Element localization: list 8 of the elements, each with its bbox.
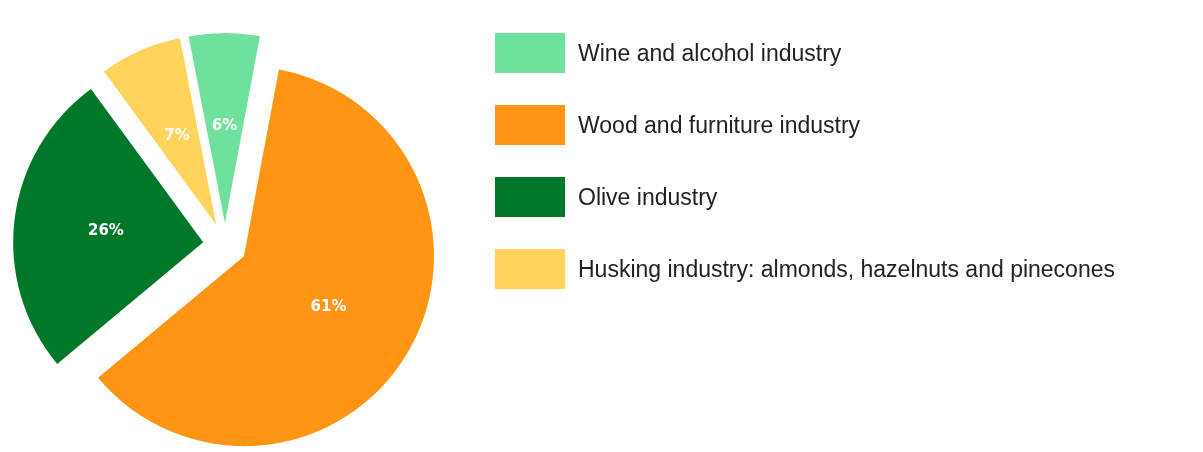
data-label: 61%	[310, 296, 347, 315]
data-label: 7%	[164, 126, 190, 145]
legend-label: Husking industry: almonds, hazelnuts and pinecones	[578, 256, 1115, 282]
legend-label: Olive industry	[578, 184, 718, 210]
data-label: 6%	[211, 116, 238, 134]
legend-label: Wine and alcohol industry	[578, 40, 842, 66]
data-label: 26%	[87, 221, 124, 240]
legend-label: Wood and furniture industry	[578, 112, 861, 138]
